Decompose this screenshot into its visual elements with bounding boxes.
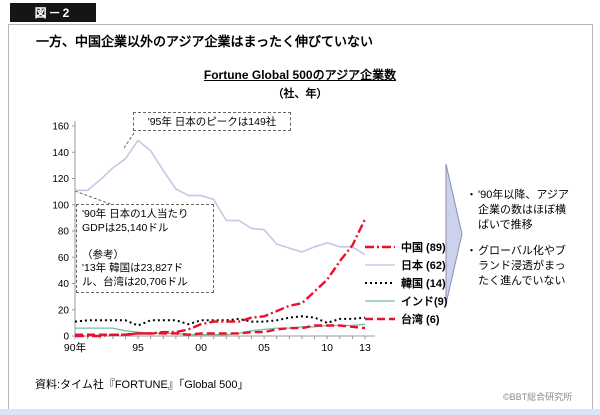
legend-label: 韓国 (14) bbox=[401, 278, 446, 290]
insights-panel: ・ '90年以降、アジア企業の数はほぼ横ばいで推移 ・ グローバル化やブランド浸… bbox=[466, 188, 572, 300]
svg-text:40: 40 bbox=[58, 279, 70, 290]
insight-bullet-2: ・ グローバル化やブランド浸透がまったく進んでいない bbox=[466, 244, 572, 289]
page-title: 一方、中国企業以外のアジア企業はまったく伸びていない bbox=[36, 34, 373, 49]
chart-legend: 中国 (89) 日本 (62) 韓国 (14) インド(9) 台湾 (6) bbox=[364, 238, 447, 328]
svg-text:100: 100 bbox=[52, 200, 69, 211]
svg-text:95: 95 bbox=[132, 342, 144, 354]
annotation-line bbox=[82, 235, 208, 249]
legend-item-india: インド(9) bbox=[364, 292, 447, 310]
insight-text: グローバル化やブランド浸透がまったく進んでいない bbox=[478, 245, 566, 287]
legend-item-japan: 日本 (62) bbox=[364, 256, 447, 274]
legend-label: 中国 (89) bbox=[401, 242, 446, 254]
japan-line-sample-icon bbox=[365, 264, 395, 266]
bullet-icon: ・ bbox=[466, 189, 477, 201]
chart-title: Fortune Global 500のアジア企業数 bbox=[203, 68, 397, 82]
svg-text:120: 120 bbox=[52, 174, 69, 185]
annotation-line: '13年 韓国は23,827ド bbox=[82, 262, 184, 274]
svg-text:90年: 90年 bbox=[64, 341, 86, 354]
svg-text:80: 80 bbox=[58, 227, 70, 238]
legend-label: 台湾 (6) bbox=[401, 314, 440, 326]
legend-item-korea: 韓国 (14) bbox=[364, 274, 447, 292]
china-line-sample-icon bbox=[365, 245, 395, 249]
bullet-icon: ・ bbox=[466, 245, 477, 257]
svg-text:13: 13 bbox=[359, 342, 371, 354]
svg-text:60: 60 bbox=[58, 253, 70, 264]
annotation-line: ル、台湾は20,706ドル bbox=[82, 275, 188, 288]
legend-label: 日本 (62) bbox=[401, 260, 446, 272]
annotation-japan-peak: '95年 日本のピークは149社 bbox=[133, 112, 291, 131]
line-chart: 0 20 40 60 80 100 120 140 160 90年 95 00 05 10 13 bbox=[52, 121, 375, 354]
legend-item-taiwan: 台湾 (6) bbox=[364, 310, 447, 328]
korea-line-sample-icon bbox=[365, 282, 395, 284]
copyright: ©BBT総合研究所 bbox=[503, 392, 573, 402]
annotation-line: '90年 日本の1人当たり bbox=[82, 208, 189, 220]
svg-text:00: 00 bbox=[195, 342, 207, 354]
india-line-sample-icon bbox=[365, 300, 395, 302]
svg-text:0: 0 bbox=[63, 332, 69, 343]
svg-text:20: 20 bbox=[58, 305, 70, 316]
annotation-line: （参考） bbox=[82, 248, 124, 261]
source-note: 資料:タイム社『FORTUNE』「Global 500」 bbox=[35, 379, 249, 391]
figure-number-badge: 図－2 bbox=[10, 3, 96, 22]
insight-text: '90年以降、アジア企業の数はほぼ横ばいで推移 bbox=[478, 189, 569, 231]
svg-text:10: 10 bbox=[321, 342, 333, 354]
annotation-line: GDPは25,140ドル bbox=[82, 221, 169, 234]
svg-text:140: 140 bbox=[52, 148, 69, 159]
svg-text:05: 05 bbox=[258, 342, 270, 354]
svg-text:160: 160 bbox=[52, 122, 69, 133]
insight-bullet-1: ・ '90年以降、アジア企業の数はほぼ横ばいで推移 bbox=[466, 188, 572, 233]
taiwan-line-sample-icon bbox=[365, 317, 395, 321]
chart-title-block: Fortune Global 500のアジア企業数 （社、年） bbox=[150, 66, 450, 101]
annotation-gdp-note: '90年 日本の1人当たり GDPは25,140ドル （参考） '13年 韓国は… bbox=[76, 204, 214, 293]
bottom-edge-strip bbox=[0, 409, 600, 415]
right-arrow-icon bbox=[445, 163, 463, 305]
legend-label: インド(9) bbox=[401, 296, 448, 308]
chart-subtitle: （社、年） bbox=[272, 88, 328, 100]
legend-item-china: 中国 (89) bbox=[364, 238, 447, 256]
